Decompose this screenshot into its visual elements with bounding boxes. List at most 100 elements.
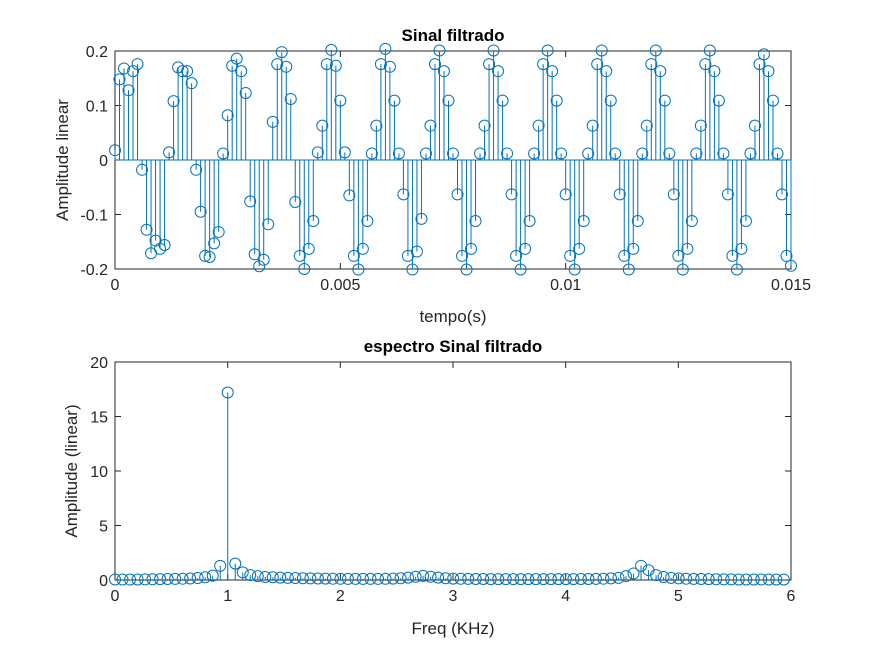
stem-marker [325,43,338,56]
stem-marker [424,119,437,132]
stem-marker [702,573,715,586]
stem-marker [304,572,317,585]
stem-marker [289,195,302,208]
stem-marker [613,188,626,201]
spectrum-plot-xlabel: Freq (KHz) [411,619,494,638]
stem-marker [271,58,284,71]
stem-marker [717,147,730,160]
stem-marker [281,571,294,584]
stem-marker [667,188,680,201]
time-plot-title: Sinal filtrado [402,26,505,45]
stem-marker [239,86,252,99]
stem-marker [410,245,423,258]
stem-marker [564,249,577,262]
stem-marker [374,58,387,71]
stem-marker [785,259,797,272]
stem-marker [582,573,595,586]
x-tick-label: 2 [336,588,345,605]
stem-marker [469,215,482,228]
spectrum-plot-area [114,361,792,581]
stem-marker [522,573,535,586]
stem-marker [567,573,580,586]
x-tick-label: 0.005 [320,277,360,294]
stem-marker [694,119,707,132]
x-tick-label: 3 [449,588,458,605]
stem-marker [478,119,491,132]
stem-marker [712,94,725,107]
stem-marker [757,48,770,61]
stem-marker [552,573,565,586]
stem-marker [658,94,671,107]
stem-marker [347,249,360,262]
stem-marker [199,249,212,262]
spectrum-plot-stems [109,386,790,586]
stem-marker [597,572,610,585]
stem-marker [262,218,275,231]
stem-marker [388,94,401,107]
stem-marker [181,65,194,78]
stem-marker [574,573,587,586]
stem-marker [194,205,207,218]
stem-marker [109,144,121,157]
stem-marker [356,242,369,255]
stem-marker [514,263,527,276]
stem-marker [447,572,460,585]
x-tick-label: 0 [111,588,120,605]
stem-marker [191,572,204,585]
stem-marker [748,119,761,132]
stem-marker [507,573,520,586]
stem-marker [296,572,309,585]
stem-marker [717,573,730,586]
stem-marker [163,146,176,159]
stem-marker [136,163,149,176]
stem-marker [762,573,775,586]
stem-marker [474,147,487,160]
stem-marker [514,573,527,586]
stem-marker [428,58,441,71]
stem-marker [307,215,320,228]
stem-marker [394,572,407,585]
stem-marker [253,260,266,273]
stem-marker [573,242,586,255]
stem-marker [334,94,347,107]
stem-marker [203,251,216,264]
stem-marker [230,52,243,65]
stem-marker [266,571,279,584]
stem-marker [550,94,563,107]
stem-marker [236,566,249,579]
stem-marker [365,147,378,160]
stem-marker [432,571,445,584]
stem-marker [289,572,302,585]
stem-marker [635,559,648,572]
stem-marker [326,572,339,585]
stem-marker [320,58,333,71]
stem-marker [229,557,242,570]
stem-marker [266,115,279,128]
stem-marker [631,215,644,228]
stem-marker [775,188,788,201]
stem-marker [591,58,604,71]
stem-marker [529,573,542,586]
stem-marker [139,573,152,586]
stem-marker [577,215,590,228]
stem-marker [251,570,264,583]
stem-marker [406,263,419,276]
stem-marker [523,215,536,228]
stem-marker [338,146,351,159]
stem-marker [739,215,752,228]
stem-marker [379,572,392,585]
stem-marker [725,573,738,586]
stem-marker [568,263,581,276]
time-plot: 0 0.005 0.01 0.015 -0.2 -0.1 0 0.1 0.2 Sinal fil… [53,26,811,326]
stem-marker [454,572,467,585]
stem-marker [627,242,640,255]
stem-marker [771,147,784,160]
x-tick-label: 5 [674,588,683,605]
stem-marker [392,147,405,160]
time-plot-ylabel: Amplitude linear [53,99,72,221]
stem-marker [657,570,670,583]
stem-marker [618,249,631,262]
x-tick-label: 6 [787,588,796,605]
spectrum-plot-ylabel: Amplitude (linear) [62,404,81,537]
